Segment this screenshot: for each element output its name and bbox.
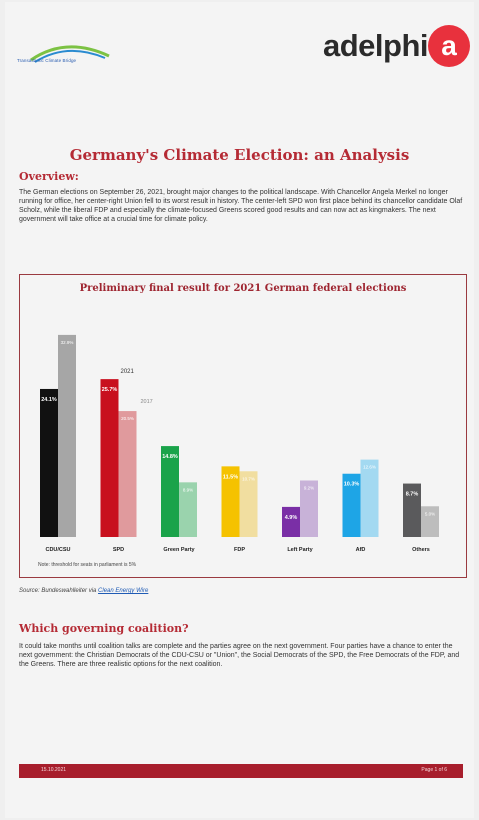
legend-2021: 2021 xyxy=(121,369,135,375)
bar-2017-2 xyxy=(179,482,197,537)
source-link[interactable]: Clean Energy Wire xyxy=(98,588,149,594)
legend-2017: 2017 xyxy=(141,399,153,405)
category-label-4: Left Party xyxy=(287,547,313,553)
chart-plot: 24.1% 32.9% CDU/CSU 25.7% 20.5% SPD 14.8% 8.9% G… xyxy=(40,334,439,553)
data-label-2021-0: 24.1% xyxy=(41,397,57,403)
page-header: Transatlantic Climate Bridge adelphi a xyxy=(5,2,474,94)
bar-2021-5 xyxy=(342,473,361,537)
election-chart: Preliminary final result for 2021 German… xyxy=(19,274,467,578)
bar-2021-1 xyxy=(100,379,119,537)
bar-2017-4 xyxy=(300,480,318,537)
category-label-1: SPD xyxy=(113,547,124,553)
source-prefix: Source: Bundeswahlleiter via xyxy=(19,588,99,594)
chart-source: Source: Bundeswahlleiter via Clean Energ… xyxy=(19,588,148,594)
data-label-2021-6: 8.7% xyxy=(406,492,419,498)
data-label-2021-5: 10.3% xyxy=(344,482,360,488)
bar-2017-0 xyxy=(58,334,76,537)
bar-2017-3 xyxy=(239,471,258,537)
page-footer: 15.10.2021 Page 1 of 6 xyxy=(19,764,463,778)
chart-note: Note: threshold for seats in parliament … xyxy=(38,562,137,568)
data-label-2017-6: 5.0% xyxy=(425,511,435,516)
document-page: Transatlantic Climate Bridge adelphi a G… xyxy=(5,2,474,818)
data-label-2021-1: 25.7% xyxy=(102,387,118,393)
category-label-2: Green Party xyxy=(163,547,195,553)
bar-2021-4 xyxy=(282,506,300,537)
chart-title: Preliminary final result for 2021 German… xyxy=(79,283,407,294)
data-label-2017-5: 12.6% xyxy=(363,465,376,470)
bar-2017-1 xyxy=(118,411,137,537)
data-label-2017-1: 20.5% xyxy=(121,416,134,421)
data-label-2017-3: 10.7% xyxy=(242,476,255,481)
adelphi-logo-icon: a xyxy=(428,25,470,67)
bar-2021-0 xyxy=(40,388,58,537)
page-title: Germany's Climate Election: an Analysis xyxy=(69,146,410,164)
category-label-3: FDP xyxy=(234,547,245,553)
partner-logo-text: Transatlantic Climate Bridge xyxy=(17,58,77,63)
category-label-0: CDU/CSU xyxy=(45,547,70,553)
bar-2017-5 xyxy=(360,459,379,537)
footer-date: 15.10.2021 xyxy=(41,767,67,773)
overview-paragraph: The German elections on September 26, 20… xyxy=(19,189,463,223)
coalition-heading: Which governing coalition? xyxy=(19,622,189,635)
brand-name: adelphi xyxy=(323,28,429,63)
bar-2021-6 xyxy=(403,483,421,537)
transatlantic-climate-bridge-logo-icon xyxy=(30,45,110,63)
data-label-2017-0: 32.9% xyxy=(61,340,74,345)
data-label-2021-3: 11.5% xyxy=(223,474,238,480)
data-label-2017-2: 8.9% xyxy=(183,487,193,492)
data-label-2021-4: 4.9% xyxy=(285,515,298,521)
brand-badge-letter: a xyxy=(441,30,457,61)
bar-2017-6 xyxy=(421,506,439,537)
category-label-6: Others xyxy=(412,547,430,553)
overview-heading: Overview: xyxy=(19,170,79,183)
data-label-2017-4: 9.2% xyxy=(304,485,314,490)
category-label-5: AfD xyxy=(356,547,366,553)
data-label-2021-2: 14.8% xyxy=(162,454,178,460)
coalition-paragraph: It could take months until coalition tal… xyxy=(19,643,460,668)
bar-2021-2 xyxy=(161,446,179,537)
footer-page-number: Page 1 of 6 xyxy=(421,767,447,773)
bar-2021-3 xyxy=(221,466,240,537)
